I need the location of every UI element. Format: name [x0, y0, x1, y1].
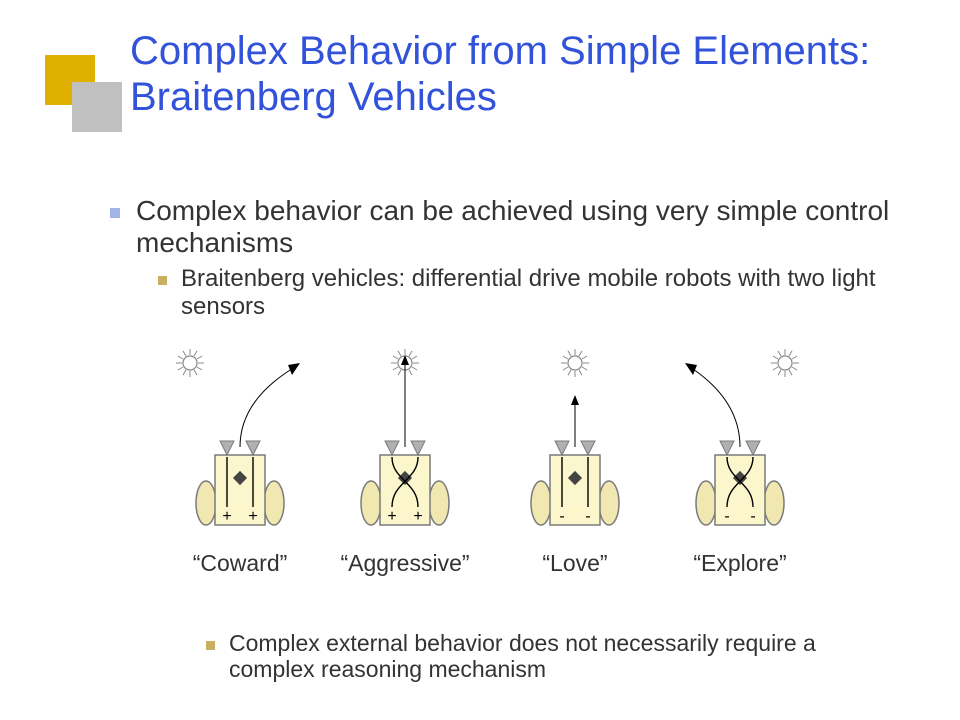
bullet-text: Complex external behavior does not neces… — [229, 630, 900, 683]
vehicle-label: “Explore” — [660, 550, 820, 577]
bullet-icon — [206, 641, 215, 650]
svg-text:-: - — [724, 508, 729, 525]
vehicle-love: - - “Love” — [495, 345, 655, 550]
vehicle-label: “Love” — [495, 550, 655, 577]
svg-text:+: + — [387, 508, 396, 525]
bullet-text: Complex behavior can be achieved using v… — [136, 195, 900, 259]
vehicle-coward: + + “Coward” — [160, 345, 320, 550]
content-area: Complex behavior can be achieved using v… — [110, 195, 900, 327]
vehicle-label: “Coward” — [160, 550, 320, 577]
vehicle-svg: - - — [495, 345, 655, 545]
svg-text:-: - — [585, 508, 590, 525]
bullet-level2b: Complex external behavior does not neces… — [206, 630, 900, 683]
bullet-level1: Complex behavior can be achieved using v… — [110, 195, 900, 259]
vehicle-aggressive: + + “Aggressive” — [325, 345, 485, 550]
slide-title: Complex Behavior from Simple Elements: B… — [130, 28, 930, 120]
svg-text:+: + — [222, 508, 231, 525]
decor-square-gray — [72, 82, 122, 132]
svg-text:-: - — [559, 508, 564, 525]
bottom-bullet-area: Complex external behavior does not neces… — [110, 630, 900, 689]
bullet-icon — [158, 276, 167, 285]
vehicle-svg: - - — [660, 345, 820, 545]
vehicle-svg: + + — [325, 345, 485, 545]
svg-text:-: - — [750, 508, 755, 525]
vehicle-svg: + + — [160, 345, 320, 545]
svg-text:+: + — [248, 508, 257, 525]
bullet-level2: Braitenberg vehicles: differential drive… — [158, 265, 900, 320]
bullet-icon — [110, 208, 120, 218]
vehicle-explore: - - “Explore” — [660, 345, 820, 550]
svg-text:+: + — [413, 508, 422, 525]
vehicles-diagram: + + “Coward” + + “Aggressive” — [150, 345, 850, 595]
bullet-text: Braitenberg vehicles: differential drive… — [181, 265, 900, 320]
vehicle-label: “Aggressive” — [325, 550, 485, 577]
